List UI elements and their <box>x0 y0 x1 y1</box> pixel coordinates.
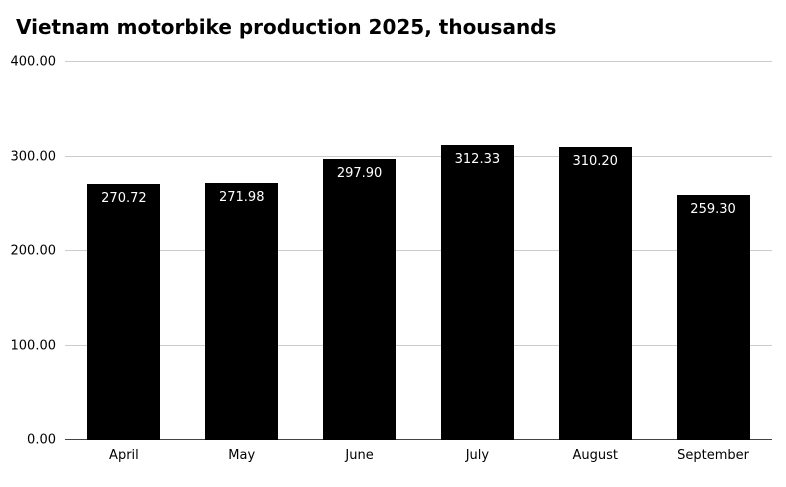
bar-august: 310.20 <box>558 146 632 440</box>
gridline <box>65 61 772 62</box>
bar-may: 271.98 <box>205 182 279 440</box>
bars-group: 270.72 271.98 297.90 312.33 310.20 259.30 <box>65 62 772 440</box>
bar-band: 259.30 <box>654 62 772 440</box>
chart-title: Vietnam motorbike production 2025, thous… <box>16 15 557 39</box>
x-axis-category-label: July <box>465 448 490 463</box>
x-axis-category-label: May <box>228 448 256 463</box>
bar-value-label: 270.72 <box>101 191 147 207</box>
x-axis-category-label: April <box>109 448 139 463</box>
bar-chart: 0.00 100.00 200.00 300.00 400.00 270.72 271.98… <box>0 55 786 463</box>
bar-value-label: 271.98 <box>218 189 265 205</box>
x-axis-labels: April May June July August September <box>65 440 772 463</box>
bar-september: 259.30 <box>676 194 750 440</box>
bar-value-label: 310.20 <box>572 153 618 169</box>
y-axis-tick-label: 300.00 <box>10 149 57 164</box>
gridline <box>65 250 772 251</box>
bar-band: 297.90 <box>301 62 419 440</box>
y-axis-tick-label: 200.00 <box>10 243 57 259</box>
bar-value-label: 297.90 <box>336 165 383 181</box>
gridline <box>65 155 772 157</box>
bar-value-label: 312.33 <box>454 151 501 167</box>
x-axis-category-label: June <box>345 448 374 463</box>
bar-april: 270.72 <box>87 184 161 440</box>
bar-band: 310.20 <box>536 62 654 440</box>
bar-band: 312.33 <box>418 62 536 440</box>
y-axis-tick-label: 400.00 <box>10 54 57 70</box>
x-axis-category-label: September <box>677 448 749 463</box>
y-axis-tick-label: 100.00 <box>10 338 57 353</box>
bar-band: 270.72 <box>65 62 183 440</box>
bar-july: 312.33 <box>440 144 514 440</box>
x-axis-category-label: August <box>572 448 618 463</box>
y-axis-tick-label: 0.00 <box>27 432 56 448</box>
x-axis-line <box>65 439 772 440</box>
plot-area: 0.00 100.00 200.00 300.00 400.00 270.72 271.98… <box>11 55 772 448</box>
bar-value-label: 259.30 <box>690 201 736 217</box>
bar-band: 271.98 <box>183 62 301 440</box>
gridline <box>65 344 772 346</box>
bar-june: 297.90 <box>323 158 397 440</box>
